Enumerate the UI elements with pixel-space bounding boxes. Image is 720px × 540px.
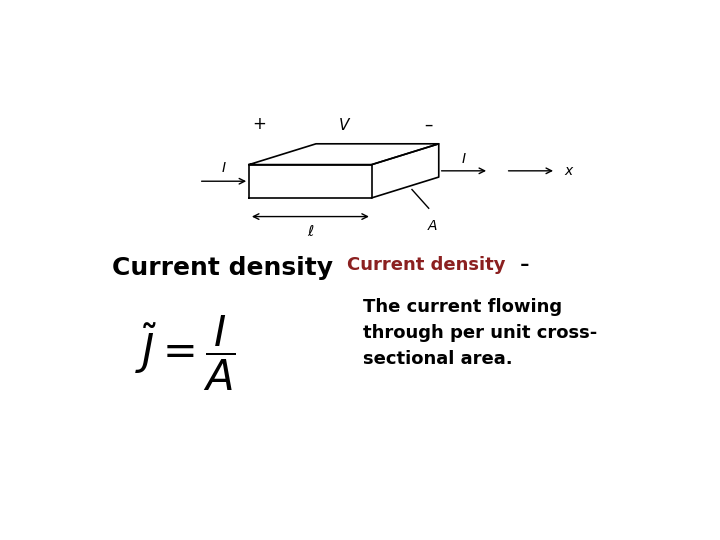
Text: –: – [514,256,529,274]
Text: Current density: Current density [112,256,333,280]
Text: I: I [222,161,226,175]
Text: I: I [462,152,466,166]
Text: x: x [564,164,572,178]
Text: $\ell$: $\ell$ [307,224,314,239]
Text: $\widetilde{J} = \dfrac{I}{A}$: $\widetilde{J} = \dfrac{I}{A}$ [135,314,235,393]
Text: +: + [252,116,266,133]
Text: The current flowing
through per unit cross-
sectional area.: The current flowing through per unit cro… [364,298,598,368]
Text: Current density: Current density [347,256,505,274]
Text: –: – [425,116,433,133]
Text: V: V [338,118,349,133]
Text: A: A [427,219,437,233]
